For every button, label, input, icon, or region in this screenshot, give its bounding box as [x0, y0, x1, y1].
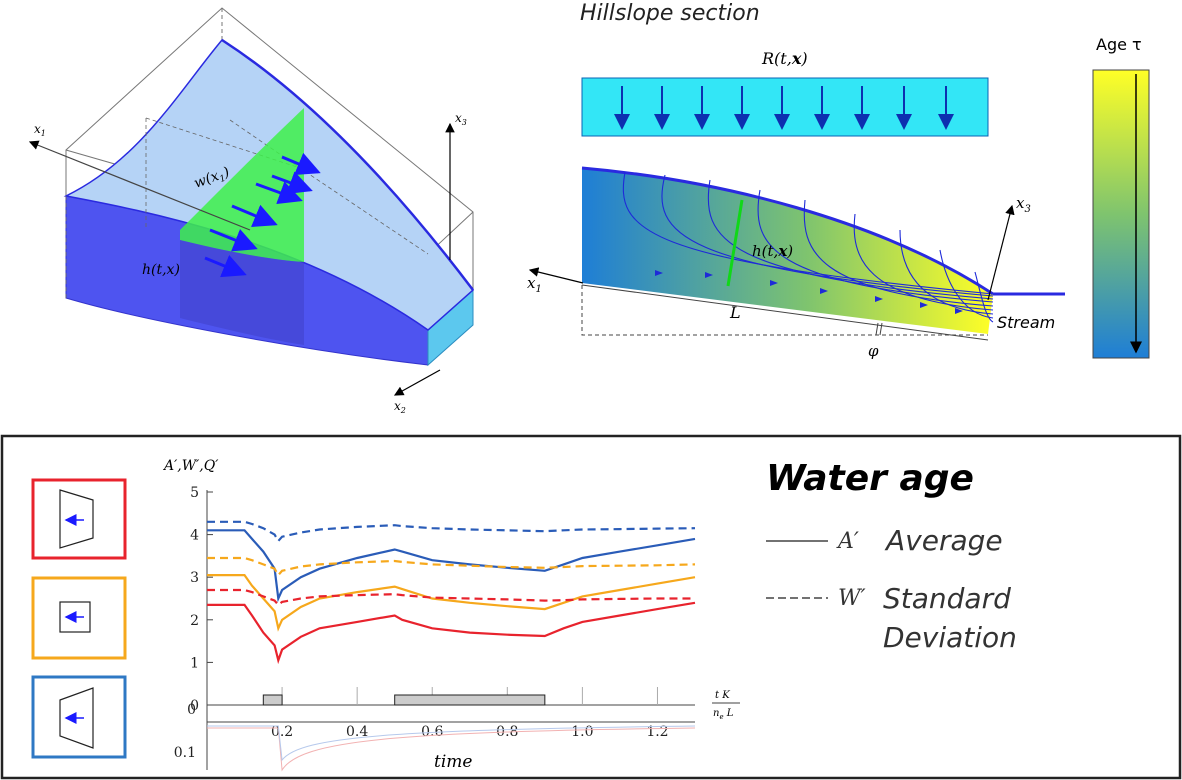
- y-tick-label: 0: [190, 698, 199, 714]
- x-axis-title: time: [434, 752, 472, 772]
- thickness-line: [726, 199, 744, 287]
- y-tick-label: 2: [190, 613, 199, 629]
- section-h-label: h(t,x): [752, 242, 793, 260]
- series-line-1: [207, 574, 696, 632]
- legend-std-text2: Deviation: [883, 621, 1017, 654]
- x1-axis-label: x1: [34, 122, 46, 138]
- series-line-0: [207, 529, 696, 603]
- shape-box-divergent: [31, 675, 127, 759]
- aquifer-body: [582, 168, 993, 334]
- y-tick-label: 1: [190, 655, 199, 671]
- flux-tick-label: 0.1: [174, 745, 196, 761]
- age-colorbar: Age τ: [1092, 35, 1150, 359]
- x3-axis-label: x3: [455, 111, 467, 127]
- panel-title: Water age: [766, 458, 974, 499]
- shape-box-convergent: [31, 478, 127, 560]
- bottom-panel-frame: [0, 434, 1182, 780]
- x-tick-label: 1.0: [571, 724, 593, 740]
- forcing-step-1: [394, 694, 546, 706]
- flux-curve-red: [207, 727, 696, 772]
- y-axis-title: A′,W′,Q′: [162, 458, 219, 474]
- stream-label: Stream: [997, 313, 1055, 332]
- legend-average-text: Average: [884, 524, 1003, 557]
- shape-box-uniform: [31, 576, 127, 660]
- series-line-2: [207, 601, 696, 665]
- section-title: Hillslope section: [580, 1, 760, 26]
- forcing-step-0: [262, 694, 283, 706]
- y-tick-label: 5: [190, 485, 199, 501]
- hillslope-3d-block: x1 x2 x3 w(x1) h(t,x): [28, 7, 475, 415]
- section-x3-label: x3: [1016, 194, 1031, 215]
- flux-curve-blue: [207, 725, 696, 762]
- legend-std-text: Standard: [883, 582, 1011, 615]
- x-tick-label: 0.4: [346, 724, 368, 740]
- length-label: L: [729, 303, 741, 322]
- series-line-4: [207, 556, 696, 577]
- hillslope-section: Hillslope section R(t,x): [527, 1, 1065, 360]
- x-scale-num: t K: [715, 690, 730, 701]
- recharge-box: [581, 77, 989, 137]
- recharge-label: R(t,x): [761, 49, 808, 68]
- series-line-3: [207, 520, 696, 543]
- recharge-arrows: [614, 86, 954, 130]
- legend-std-symbol: W′: [838, 586, 866, 611]
- x-scale-den: ne L: [713, 708, 734, 721]
- legend-average-symbol: A′: [836, 529, 859, 554]
- section-x1-label: x1: [527, 274, 542, 295]
- x2-axis-label: x2: [394, 399, 406, 415]
- colorbar-title: Age τ: [1096, 35, 1142, 54]
- flux-zero-label: 0: [187, 702, 196, 718]
- y-tick-label: 3: [190, 570, 199, 586]
- slope-label: φ: [868, 342, 879, 360]
- y-tick-label: 4: [190, 528, 199, 544]
- legend: A′ Average W′ Standard Deviation: [766, 524, 1017, 654]
- thickness-label: h(t,x): [142, 262, 180, 278]
